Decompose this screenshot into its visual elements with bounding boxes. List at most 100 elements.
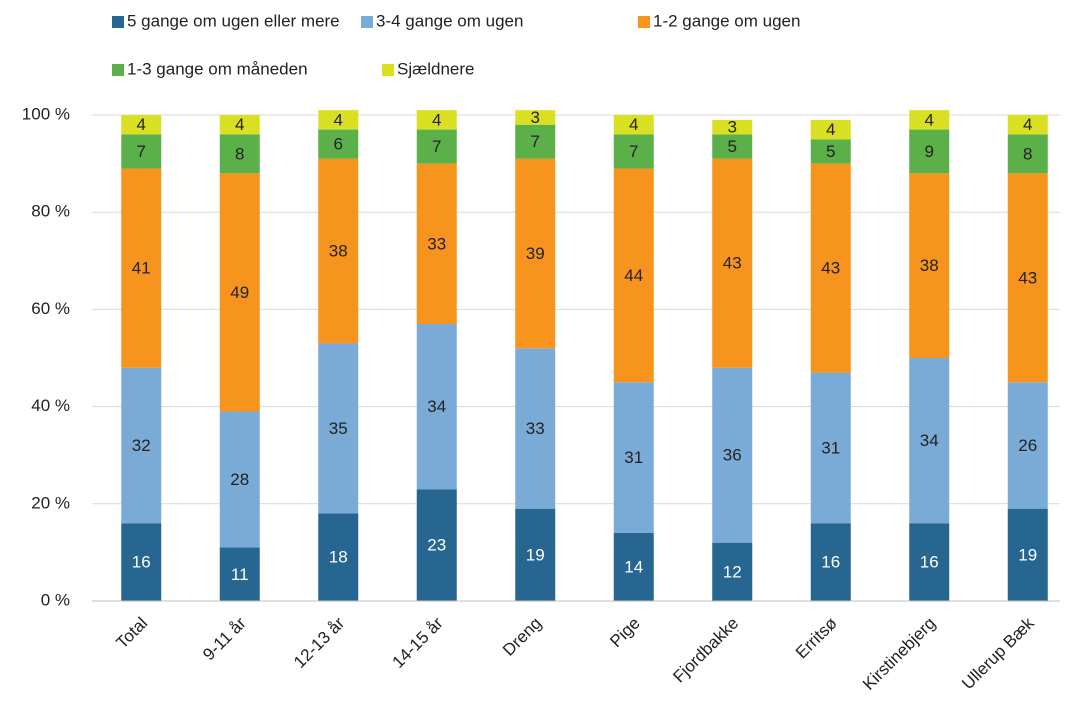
data-label: 33 xyxy=(427,234,446,253)
legend-swatch xyxy=(361,16,373,28)
data-label: 32 xyxy=(132,436,151,455)
bar-segment xyxy=(121,115,162,135)
x-tick-label: Kirstinebjerg xyxy=(859,614,939,694)
data-label: 43 xyxy=(1018,268,1037,287)
data-label: 41 xyxy=(132,259,151,278)
data-label: 11 xyxy=(231,565,249,584)
bar-segment xyxy=(219,547,260,601)
data-label: 4 xyxy=(235,115,244,134)
data-label: 35 xyxy=(329,419,348,438)
data-label: 4 xyxy=(137,115,146,134)
legend-label: 1-2 gange om ugen xyxy=(653,11,800,30)
bar-segment xyxy=(909,523,950,601)
bar-segment xyxy=(121,168,162,368)
x-tick-label: 12-13 år xyxy=(290,613,348,671)
y-tick-label: 0 % xyxy=(41,590,70,609)
data-label: 38 xyxy=(920,256,939,275)
bar-segment xyxy=(318,513,359,601)
y-tick-label: 40 % xyxy=(31,396,70,415)
data-label: 39 xyxy=(526,244,545,263)
bar-segment xyxy=(909,110,950,130)
data-label: 43 xyxy=(821,259,840,278)
bar-segment xyxy=(613,134,654,169)
bar-segment xyxy=(219,134,260,174)
bar-segment xyxy=(515,158,556,349)
data-label: 12 xyxy=(723,562,742,581)
data-label: 7 xyxy=(137,142,146,161)
bar-segment xyxy=(1007,508,1048,601)
legend-label: 5 gange om ugen eller mere xyxy=(127,11,340,30)
bar-segment xyxy=(712,119,753,135)
data-label: 6 xyxy=(334,135,343,154)
bar-segment xyxy=(416,323,457,490)
bar-segment xyxy=(712,158,753,368)
bar-segment xyxy=(613,115,654,135)
bar-segment xyxy=(219,173,260,412)
bar-segment xyxy=(909,358,950,524)
legend-swatch xyxy=(638,16,650,28)
data-label: 16 xyxy=(920,553,939,572)
bar-segment xyxy=(121,367,162,524)
bar-segment xyxy=(909,129,950,174)
bar-segment xyxy=(318,110,359,130)
bar-segment xyxy=(810,139,851,164)
data-label: 34 xyxy=(920,431,939,450)
bar-segment xyxy=(810,119,851,140)
data-label: 3 xyxy=(531,108,540,127)
data-label: 18 xyxy=(329,548,348,567)
legend-swatch xyxy=(112,16,124,28)
data-label: 7 xyxy=(432,137,441,156)
x-tick-label: 14-15 år xyxy=(389,613,447,671)
bar-segment xyxy=(613,168,654,383)
bar-segment xyxy=(1007,382,1048,509)
bar-segment xyxy=(318,343,359,514)
data-label: 5 xyxy=(826,142,835,161)
x-tick-label: Erritsø xyxy=(792,614,841,663)
data-label: 49 xyxy=(230,283,249,302)
data-label: 19 xyxy=(1018,545,1037,564)
bar-segment xyxy=(515,508,556,601)
x-tick-label: Ullerup Bæk xyxy=(958,613,1038,693)
data-label: 4 xyxy=(826,120,835,139)
x-tick-label: Total xyxy=(112,614,151,653)
bar-segment xyxy=(1007,134,1048,174)
y-tick-label: 80 % xyxy=(31,202,70,221)
bar-segment xyxy=(712,542,753,601)
bar-segment xyxy=(1007,115,1048,135)
data-label: 3 xyxy=(728,118,737,137)
data-label: 16 xyxy=(132,553,151,572)
bar-segment xyxy=(416,489,457,601)
bar-segment xyxy=(515,348,556,509)
data-label: 31 xyxy=(821,438,840,457)
data-label: 8 xyxy=(1023,144,1032,163)
legend-swatch xyxy=(112,64,124,76)
x-tick-label: Dreng xyxy=(499,614,545,660)
bar-segment xyxy=(416,110,457,130)
bar-segment xyxy=(810,372,851,524)
bar-segment xyxy=(712,134,753,159)
bar-segment xyxy=(121,134,162,169)
bar-segment xyxy=(121,523,162,601)
data-label: 14 xyxy=(624,557,643,576)
data-label: 33 xyxy=(526,419,545,438)
x-tick-label: Fjordbakke xyxy=(669,614,742,687)
bar-segment xyxy=(613,532,654,601)
data-label: 9 xyxy=(925,142,934,161)
bar-segment xyxy=(416,163,457,324)
data-label: 7 xyxy=(531,132,540,151)
legend-label: 3-4 gange om ugen xyxy=(376,11,523,30)
data-label: 43 xyxy=(723,254,742,273)
legend-label: Sjældnere xyxy=(397,59,475,78)
data-label: 38 xyxy=(329,242,348,261)
data-label: 26 xyxy=(1018,436,1037,455)
data-label: 8 xyxy=(235,144,244,163)
data-label: 23 xyxy=(427,536,446,555)
bar-segment xyxy=(613,382,654,533)
bar-segment xyxy=(416,129,457,164)
bar-segment xyxy=(712,367,753,543)
legend-swatch xyxy=(382,64,394,76)
data-label: 4 xyxy=(1023,115,1032,134)
bar-segment xyxy=(318,158,359,344)
data-label: 34 xyxy=(427,397,446,416)
